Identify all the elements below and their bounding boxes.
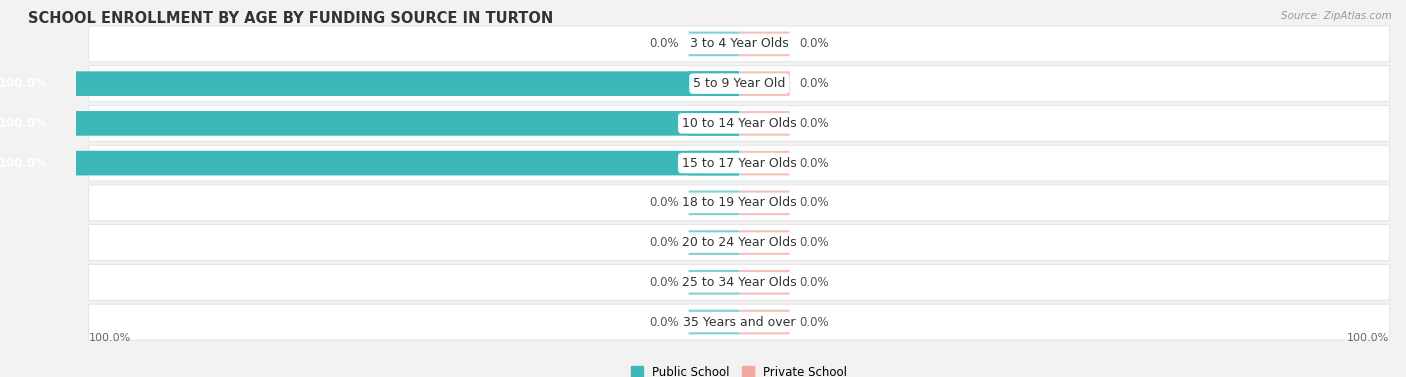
FancyBboxPatch shape [740,190,790,215]
FancyBboxPatch shape [689,32,740,56]
FancyBboxPatch shape [740,111,790,136]
FancyBboxPatch shape [740,151,790,175]
Text: 0.0%: 0.0% [799,196,828,209]
FancyBboxPatch shape [89,264,1389,300]
FancyBboxPatch shape [89,304,1389,340]
Text: 18 to 19 Year Olds: 18 to 19 Year Olds [682,196,796,209]
FancyBboxPatch shape [740,310,790,334]
Text: 25 to 34 Year Olds: 25 to 34 Year Olds [682,276,796,289]
Text: 0.0%: 0.0% [799,236,828,249]
FancyBboxPatch shape [740,270,790,295]
Text: 3 to 4 Year Olds: 3 to 4 Year Olds [690,37,789,51]
Text: 0.0%: 0.0% [650,276,679,289]
FancyBboxPatch shape [89,145,1389,181]
Text: 0.0%: 0.0% [650,37,679,51]
FancyBboxPatch shape [58,151,740,175]
FancyBboxPatch shape [89,26,1389,62]
FancyBboxPatch shape [689,190,740,215]
Text: 100.0%: 100.0% [1347,333,1389,343]
Text: 0.0%: 0.0% [799,37,828,51]
Text: 0.0%: 0.0% [799,316,828,328]
FancyBboxPatch shape [58,111,740,136]
Text: 100.0%: 100.0% [0,156,48,170]
FancyBboxPatch shape [689,111,740,136]
Text: 100.0%: 100.0% [0,117,48,130]
Text: 15 to 17 Year Olds: 15 to 17 Year Olds [682,156,796,170]
Text: 100.0%: 100.0% [89,333,131,343]
Text: 0.0%: 0.0% [650,236,679,249]
Legend: Public School, Private School: Public School, Private School [631,366,846,377]
Text: 0.0%: 0.0% [799,276,828,289]
Text: 20 to 24 Year Olds: 20 to 24 Year Olds [682,236,796,249]
Text: 0.0%: 0.0% [799,77,828,90]
Text: Source: ZipAtlas.com: Source: ZipAtlas.com [1281,11,1392,21]
FancyBboxPatch shape [689,71,740,96]
FancyBboxPatch shape [58,71,740,96]
Text: 100.0%: 100.0% [0,77,48,90]
Text: 0.0%: 0.0% [799,156,828,170]
FancyBboxPatch shape [689,151,740,175]
FancyBboxPatch shape [689,310,740,334]
FancyBboxPatch shape [740,32,790,56]
FancyBboxPatch shape [740,71,790,96]
FancyBboxPatch shape [740,230,790,255]
FancyBboxPatch shape [89,106,1389,141]
Text: 10 to 14 Year Olds: 10 to 14 Year Olds [682,117,796,130]
FancyBboxPatch shape [689,270,740,295]
FancyBboxPatch shape [89,225,1389,261]
Text: 0.0%: 0.0% [799,117,828,130]
FancyBboxPatch shape [89,185,1389,221]
Text: 0.0%: 0.0% [650,316,679,328]
Text: SCHOOL ENROLLMENT BY AGE BY FUNDING SOURCE IN TURTON: SCHOOL ENROLLMENT BY AGE BY FUNDING SOUR… [28,11,554,26]
Text: 0.0%: 0.0% [650,196,679,209]
Text: 35 Years and over: 35 Years and over [683,316,796,328]
FancyBboxPatch shape [89,66,1389,101]
FancyBboxPatch shape [689,230,740,255]
Text: 5 to 9 Year Old: 5 to 9 Year Old [693,77,786,90]
